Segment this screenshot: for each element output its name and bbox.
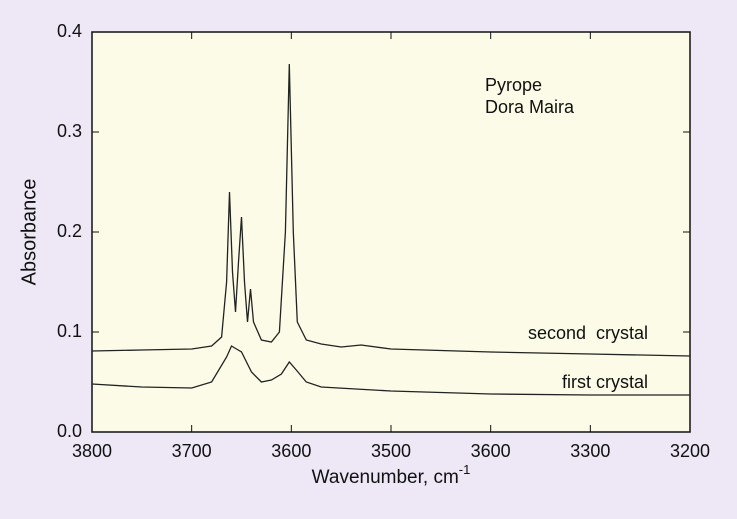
- x-axis-label: Wavenumber, cm-1: [312, 462, 471, 488]
- y-axis-label: Absorbance: [18, 179, 40, 286]
- x-tick-label: 3700: [172, 441, 212, 461]
- y-tick-label: 0.0: [57, 421, 82, 441]
- spectrum-line: [91, 63, 691, 357]
- annotation: Pyrope: [485, 75, 542, 95]
- spectrum-line: [91, 345, 690, 396]
- y-tick-label: 0.2: [57, 221, 82, 241]
- x-tick-label: 3300: [570, 441, 610, 461]
- x-tick-label: 3800: [72, 441, 112, 461]
- x-tick-label: 3500: [371, 441, 411, 461]
- y-tick-label: 0.1: [57, 321, 82, 341]
- x-tick-label: 3600: [471, 441, 511, 461]
- y-tick-label: 0.3: [57, 121, 82, 141]
- series-label: first crystal: [562, 372, 648, 392]
- series-label: second crystal: [528, 323, 648, 343]
- x-tick-label: 3600: [271, 441, 311, 461]
- x-axis-label-sup: -1: [459, 462, 471, 477]
- annotation: Dora Maira: [485, 97, 575, 117]
- y-tick-label: 0.4: [57, 21, 82, 41]
- plot-area: [91, 31, 691, 433]
- x-tick-label: 3200: [670, 441, 710, 461]
- x-axis-label-text: Wavenumber, cm: [312, 467, 459, 488]
